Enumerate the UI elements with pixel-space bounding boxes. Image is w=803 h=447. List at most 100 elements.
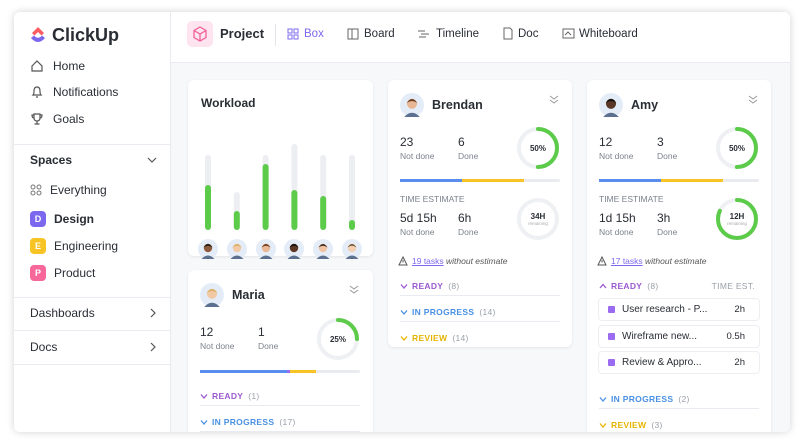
tab[interactable]: Doc: [518, 28, 539, 40]
status-count: (2): [678, 393, 690, 404]
ring-label: 34H: [531, 212, 546, 221]
section-item[interactable]: Dashboards: [30, 306, 95, 320]
tasks-link[interactable]: 19 tasks: [412, 256, 444, 266]
sidebar: ClickUp Home Notifications Goals Spaces …: [14, 12, 171, 432]
progress-segment: [200, 370, 287, 373]
nav-item[interactable]: Goals: [53, 112, 85, 126]
task-row[interactable]: Wireframe new... 0.5h: [598, 324, 760, 348]
nav-item[interactable]: Notifications: [53, 85, 119, 99]
chevron: [599, 283, 607, 289]
status-count: (14): [452, 333, 469, 343]
status-header[interactable]: READY (8): [412, 281, 460, 291]
time: 1d 15h: [599, 211, 636, 225]
workload-chart: [205, 144, 355, 230]
task-title: Wireframe new...: [622, 330, 698, 342]
avatar: [313, 239, 334, 259]
status-header[interactable]: IN PROGRESS (2): [611, 394, 690, 404]
progress-segment: [290, 370, 316, 373]
collapse-icon: [748, 95, 758, 104]
avatar-hair: [206, 289, 218, 294]
time-label: Not done: [599, 227, 634, 237]
space-badge: P: [30, 265, 46, 281]
avatar-hair: [261, 244, 271, 248]
person-card: Maria 12 Not done 1 Done 25% READY (1) IN PROGRE…: [188, 270, 373, 432]
status-label: IN PROGRESS: [611, 393, 674, 404]
count: 6: [458, 135, 465, 149]
space-item[interactable]: Design: [54, 212, 95, 226]
count-label: Done: [458, 151, 479, 161]
status-header[interactable]: READY (1): [212, 391, 260, 401]
status-label: READY: [412, 281, 444, 291]
tasks-link[interactable]: 17 tasks: [611, 256, 643, 266]
status-header[interactable]: REVIEW (14): [412, 333, 469, 343]
ring-sublabel: remaining: [528, 221, 548, 226]
progress-ring: 50%: [517, 127, 559, 169]
status-header[interactable]: IN PROGRESS (17): [212, 417, 296, 427]
status-label: IN PROGRESS: [412, 307, 475, 317]
collapse-icon: [349, 285, 359, 294]
avatar: [400, 93, 424, 117]
nav-item[interactable]: Home: [53, 59, 86, 73]
avatar-body: [345, 255, 359, 259]
task-status: [608, 332, 615, 340]
tab[interactable]: Timeline: [436, 28, 480, 40]
section-item[interactable]: Docs: [30, 340, 58, 354]
space-item[interactable]: Everything: [50, 183, 107, 197]
ring-progress: [716, 127, 758, 169]
ring-label: 50%: [729, 144, 745, 153]
tab[interactable]: Whiteboard: [579, 28, 638, 40]
column-header: TIME EST.: [711, 281, 755, 291]
status-header[interactable]: IN PROGRESS (14): [412, 307, 496, 317]
space-item[interactable]: Product: [54, 266, 96, 280]
space-badge: D: [30, 211, 46, 227]
avatar: [200, 283, 224, 307]
person-card: Amy 12 Not done 3 Done 50% TIME ESTIMATE 1d 15h…: [587, 80, 771, 432]
chevron-path: [200, 420, 208, 425]
ring-progress: [716, 198, 758, 240]
load-bar: [233, 211, 240, 230]
avatar-hair: [347, 244, 357, 248]
count: 12: [599, 135, 613, 149]
chevron: [400, 310, 408, 315]
progress-ring: 25%: [317, 318, 359, 360]
status-label: READY: [212, 391, 244, 401]
status-count: (17): [279, 417, 296, 427]
chevron: [599, 422, 607, 428]
tab[interactable]: Board: [364, 28, 395, 40]
space-item[interactable]: Engineering: [54, 239, 119, 253]
task-time: 2h: [734, 357, 745, 368]
status-count: (1): [248, 391, 260, 401]
status-header[interactable]: READY (8): [611, 281, 659, 291]
ring-label: 50%: [530, 144, 546, 153]
capacity-track: [349, 155, 355, 230]
logo-icon: [31, 27, 45, 42]
task-status: [608, 359, 615, 366]
collapse-path: [549, 95, 559, 104]
whiteboard-icon: [562, 28, 575, 39]
time: 5d 15h: [400, 211, 437, 225]
person-name: Brendan: [432, 98, 483, 112]
task-row[interactable]: Review & Appro... 2h: [598, 351, 760, 374]
person-card: Brendan 23 Not done 6 Done 50% TIME ESTIMATE 5d…: [388, 80, 572, 348]
chevron: [200, 420, 208, 425]
ring-sublabel: remaining: [727, 221, 747, 226]
chevron-path: [599, 422, 607, 428]
status-header[interactable]: REVIEW (3): [611, 420, 663, 430]
task-row[interactable]: User research - P... 2h: [598, 298, 760, 321]
avatar-hair: [406, 99, 418, 104]
count-label: Done: [657, 151, 678, 161]
progress-ring: 50%: [716, 127, 758, 169]
ring-label: 25%: [330, 335, 346, 344]
count-label: Not done: [599, 151, 634, 161]
spaces-title[interactable]: Spaces: [30, 153, 73, 167]
card-title: Workload: [201, 96, 256, 110]
project-icon: [187, 21, 213, 47]
ring-label: 12H: [730, 212, 745, 221]
section-title: TIME ESTIMATE: [599, 194, 664, 204]
warning-path: [597, 256, 607, 266]
tasks-note: without estimate: [645, 256, 707, 266]
status-count: (3): [651, 419, 663, 430]
count: 1: [258, 325, 265, 339]
task-status: [608, 306, 615, 313]
tab[interactable]: Box: [304, 28, 324, 40]
